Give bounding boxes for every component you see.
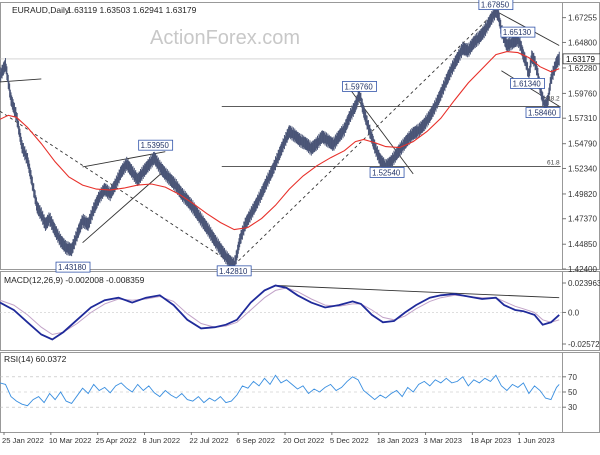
swing-label: 1.59760 xyxy=(345,82,374,91)
x-tick-label: 20 Oct 2022 xyxy=(283,436,324,445)
x-tick-label: 18 Jan 2023 xyxy=(377,436,419,445)
swing-label-box xyxy=(342,81,377,92)
swing-label-box xyxy=(216,265,252,277)
y-tick-label: 0.0 xyxy=(568,308,580,317)
swing-label: 1.58460 xyxy=(528,109,557,118)
y-tick-label: 50 xyxy=(568,388,577,397)
swing-label: 1.42810 xyxy=(219,267,248,276)
y-tick-label: 70 xyxy=(568,373,577,382)
trendline xyxy=(233,10,497,266)
macd-trendline xyxy=(275,285,560,299)
y-tick-label: 1.47370 xyxy=(568,215,597,224)
y-tick-label: 1.64800 xyxy=(568,38,597,47)
trendline xyxy=(0,110,235,266)
swing-label-box xyxy=(369,167,405,178)
ohlc-readout: 1.63119 1.63503 1.62941 1.63179 xyxy=(67,5,197,15)
rsi-title: RSI(14) 60.0372 xyxy=(4,354,67,364)
x-tick-label: 3 Mar 2023 xyxy=(424,436,462,445)
watermark: ActionForex.com xyxy=(150,27,300,49)
y-tick-label: -0.025726 xyxy=(568,340,600,349)
fib-label: 38.2 xyxy=(547,96,560,103)
trendline xyxy=(82,169,166,244)
trendline xyxy=(0,78,42,83)
current-price-label: 1.63179 xyxy=(566,55,595,64)
y-tick-label: 30 xyxy=(568,403,577,412)
y-tick-label: 1.44850 xyxy=(568,240,597,249)
x-tick-label: 8 Jun 2022 xyxy=(143,436,181,445)
y-tick-label: 1.57310 xyxy=(568,114,597,123)
x-tick-label: 22 Jul 2022 xyxy=(189,436,228,445)
trendline xyxy=(82,151,166,168)
chart-title: EURAUD,Daily xyxy=(12,5,70,15)
swing-label: 1.61340 xyxy=(513,79,542,88)
chart-text: EURAUD,Daily 1.63119 1.63503 1.62941 1.6… xyxy=(4,5,300,364)
y-tick-label: 1.52340 xyxy=(568,164,597,173)
y-tick-label: 0.023963 xyxy=(568,279,600,288)
macd-line xyxy=(0,284,560,341)
x-tick-label: 25 Apr 2022 xyxy=(96,436,137,445)
y-tick-label: 1.42400 xyxy=(568,265,597,274)
rsi-panel-frame xyxy=(0,352,600,433)
macd-signal-line xyxy=(0,287,560,336)
swing-label-box xyxy=(500,26,536,38)
y-tick-label: 1.54790 xyxy=(568,140,597,149)
x-axis: 25 Jan 2022 10 Mar 2022 25 Apr 2022 8 Jun 2… xyxy=(2,432,555,445)
swing-label: 1.67850 xyxy=(481,1,510,10)
swing-label: 1.52540 xyxy=(372,168,401,177)
sma-line xyxy=(0,51,560,231)
macd-panel: 0.023963 0.0 -0.025726 xyxy=(0,279,600,349)
y-tick-label: 1.49820 xyxy=(568,190,597,199)
current-price-tag xyxy=(562,53,600,65)
main-price-panel: 1.67255 1.64800 1.62280 1.59760 1.57310 1.547… xyxy=(0,0,600,277)
y-tick-label: 1.62280 xyxy=(568,64,597,73)
y-tick-label: 1.59760 xyxy=(568,89,597,98)
swing-label: 1.65130 xyxy=(503,28,532,37)
swing-label-box xyxy=(525,107,561,118)
x-tick-label: 5 Dec 2022 xyxy=(330,436,369,445)
macd-title: MACD(12,26,9) -0.002008 -0.008359 xyxy=(4,275,145,285)
rsi-panel: 70 50 30 xyxy=(0,373,577,412)
swing-label: 1.43180 xyxy=(58,263,87,272)
swing-label-box xyxy=(478,0,514,11)
x-tick-label: 1 Jun 2023 xyxy=(517,436,555,445)
swing-label: 1.53950 xyxy=(141,141,170,150)
swing-label-box xyxy=(138,139,174,151)
x-tick-label: 6 Sep 2022 xyxy=(236,436,275,445)
x-tick-label: 25 Jan 2022 xyxy=(2,436,44,445)
swing-label-box xyxy=(55,261,91,273)
x-tick-label: 10 Mar 2022 xyxy=(49,436,92,445)
fib-label: 61.8 xyxy=(547,159,560,166)
y-tick-label: 1.67255 xyxy=(568,14,597,23)
x-tick-label: 18 Apr 2023 xyxy=(470,436,511,445)
rsi-line xyxy=(0,374,560,407)
swing-label-box xyxy=(510,78,545,89)
